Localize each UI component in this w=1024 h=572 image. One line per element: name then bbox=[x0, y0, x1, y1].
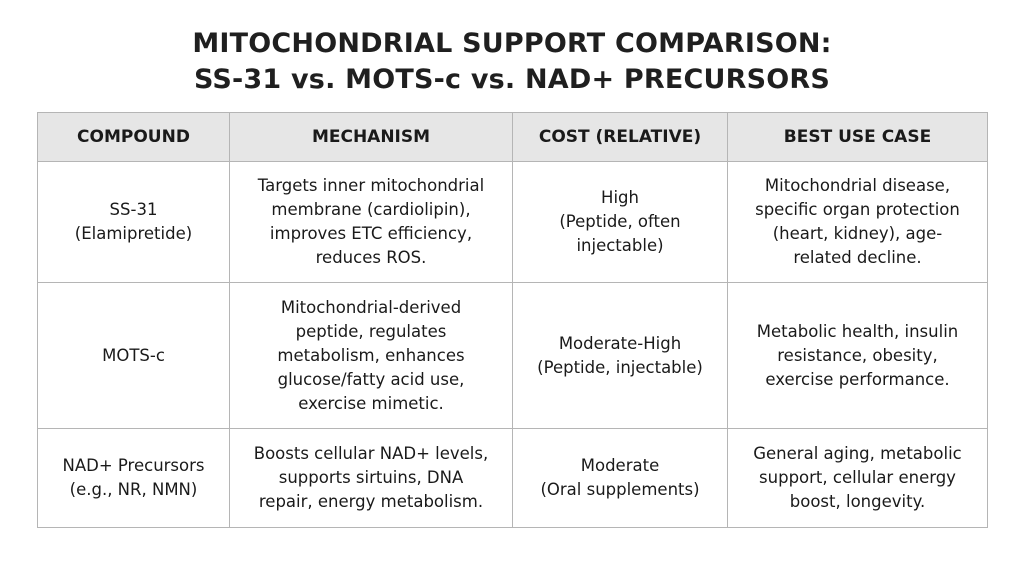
cell-line: peptide, regulates bbox=[295, 321, 447, 341]
table-row-ss31: SS-31 (Elamipretide) Targets inner mitoc… bbox=[37, 161, 988, 283]
header-mechanism: MECHANISM bbox=[229, 112, 513, 162]
table-row-nad-precursors: NAD+ Precursors (e.g., NR, NMN) Boosts c… bbox=[37, 428, 988, 528]
page-title: MITOCHONDRIAL SUPPORT COMPARISON: SS-31 … bbox=[0, 26, 1024, 98]
cell-line: repair, energy metabolism. bbox=[258, 492, 484, 511]
cell-line: improves ETC efficiency, bbox=[269, 224, 473, 243]
cell-line: boost, longevity. bbox=[789, 492, 926, 511]
cell-line: NAD+ Precursors bbox=[62, 456, 205, 475]
cell-line: Mitochondrial disease, bbox=[764, 176, 951, 195]
cell-line: membrane (cardiolipin), bbox=[271, 200, 471, 219]
cell-cost: High (Peptide, often injectable) bbox=[512, 161, 728, 283]
cell-line: (heart, kidney), age- bbox=[772, 224, 943, 243]
cell-line: exercise performance. bbox=[765, 369, 950, 389]
header-compound: COMPOUND bbox=[37, 112, 230, 162]
cell-line: reduces ROS. bbox=[315, 248, 427, 267]
header-row: COMPOUND MECHANISM COST (RELATIVE) BEST … bbox=[37, 112, 988, 162]
cell-line: (Oral supplements) bbox=[540, 480, 700, 499]
header-best-use-case: BEST USE CASE bbox=[727, 112, 988, 162]
title-line-2: SS-31 vs. MOTS-c vs. NAD+ PRECURSORS bbox=[193, 64, 831, 95]
cell-line: glucose/fatty acid use, bbox=[277, 369, 465, 389]
header-cost: COST (RELATIVE) bbox=[512, 112, 728, 162]
cell-line: related decline. bbox=[793, 248, 922, 267]
cell-use-case: Mitochondrial disease, specific organ pr… bbox=[727, 161, 988, 283]
cell-line: support, cellular energy bbox=[759, 468, 956, 487]
cell-mechanism: Boosts cellular NAD+ levels, supports si… bbox=[229, 428, 513, 528]
cell-line: Boosts cellular NAD+ levels, bbox=[253, 444, 489, 463]
cell-compound: NAD+ Precursors (e.g., NR, NMN) bbox=[37, 428, 230, 528]
cell-line: (Peptide, injectable) bbox=[537, 357, 703, 377]
cell-compound: MOTS-c bbox=[37, 282, 230, 429]
cell-line: High bbox=[601, 188, 639, 207]
cell-cost: Moderate-High (Peptide, injectable) bbox=[512, 282, 728, 429]
cell-mechanism: Targets inner mitochondrial membrane (ca… bbox=[229, 161, 513, 283]
cell-line: supports sirtuins, DNA bbox=[278, 468, 464, 487]
table-body: SS-31 (Elamipretide) Targets inner mitoc… bbox=[37, 161, 988, 528]
cell-cost: Moderate (Oral supplements) bbox=[512, 428, 728, 528]
title-line-1: MITOCHONDRIAL SUPPORT COMPARISON: bbox=[192, 28, 832, 59]
cell-use-case: General aging, metabolic support, cellul… bbox=[727, 428, 988, 528]
cell-line: SS-31 bbox=[109, 200, 158, 219]
cell-line: MOTS-c bbox=[102, 345, 165, 365]
cell-line: (Elamipretide) bbox=[74, 224, 193, 243]
cell-line: injectable) bbox=[576, 236, 664, 255]
cell-line: Moderate bbox=[580, 456, 660, 475]
comparison-table: COMPOUND MECHANISM COST (RELATIVE) BEST … bbox=[37, 112, 988, 528]
cell-line: (e.g., NR, NMN) bbox=[69, 480, 198, 499]
cell-line: Metabolic health, insulin bbox=[756, 321, 959, 341]
cell-line: exercise mimetic. bbox=[298, 393, 444, 413]
cell-line: Mitochondrial-derived bbox=[280, 297, 462, 317]
cell-compound: SS-31 (Elamipretide) bbox=[37, 161, 230, 283]
table-row-mots-c: MOTS-c Mitochondrial-derived peptide, re… bbox=[37, 282, 988, 429]
cell-line: Targets inner mitochondrial bbox=[257, 176, 485, 195]
cell-mechanism: Mitochondrial-derived peptide, regulates… bbox=[229, 282, 513, 429]
cell-line: resistance, obesity, bbox=[777, 345, 938, 365]
cell-line: Moderate-High bbox=[558, 333, 682, 353]
cell-line: metabolism, enhances bbox=[277, 345, 465, 365]
cell-use-case: Metabolic health, insulin resistance, ob… bbox=[727, 282, 988, 429]
cell-line: specific organ protection bbox=[755, 200, 960, 219]
cell-line: General aging, metabolic bbox=[753, 444, 962, 463]
table-header: COMPOUND MECHANISM COST (RELATIVE) BEST … bbox=[37, 112, 988, 162]
cell-line: (Peptide, often bbox=[559, 212, 681, 231]
